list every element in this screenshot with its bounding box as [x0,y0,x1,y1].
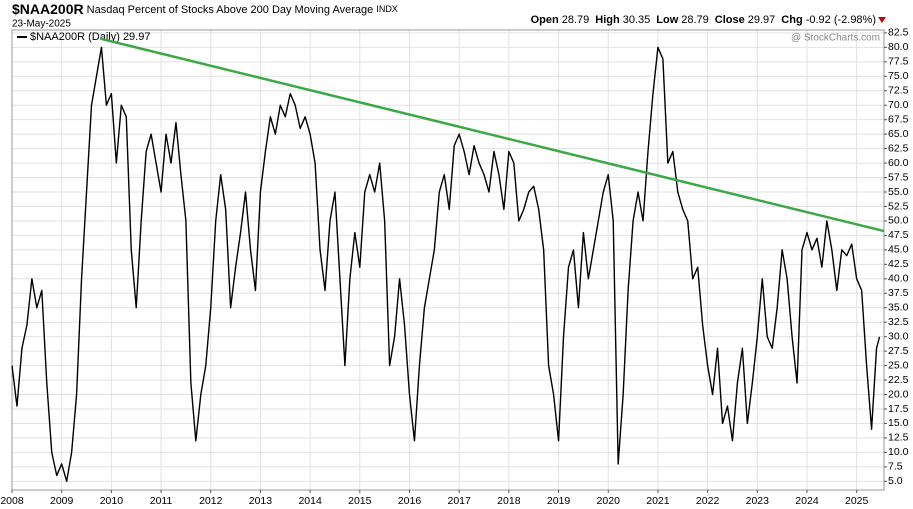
y-tick-label: 60.0 [888,157,909,169]
y-tick-label: 80.0 [888,41,909,53]
y-tick-label: 37.5 [888,287,909,299]
y-tick-label: 75.0 [888,70,909,82]
series-line [11,46,881,483]
x-tick-label: 2025 [845,495,869,507]
y-tick-label: 20.0 [888,388,909,400]
date: 23-May-2025 [12,19,71,30]
x-tick-label: 2024 [795,495,819,507]
x-tick-label: 2022 [696,495,720,507]
y-tick-label: 52.5 [888,200,909,212]
down-arrow [878,17,886,23]
plot-frame [11,29,885,491]
y-tick-label: 45.0 [888,244,909,256]
quote-value: -0.92 (-2.98%) [806,14,876,26]
x-tick-label: 2010 [100,495,124,507]
exchange: INDX [376,4,398,14]
y-tick-label: 67.5 [888,113,909,125]
quote-label: Chg [781,14,802,26]
x-tick-label: 2017 [447,495,471,507]
quote-label: High [595,14,620,26]
y-tick-label: 42.5 [888,258,909,270]
x-tick-label: 2012 [199,495,223,507]
legend: $NAA200R (Daily) 29.97 [30,31,150,43]
y-tick-label: 40.0 [888,273,909,285]
x-tick-label: 2023 [746,495,770,507]
x-tick-label: 2009 [50,495,74,507]
x-tick-label: 2021 [646,495,670,507]
y-tick-label: 32.5 [888,316,909,328]
quote-value: 29.97 [748,14,776,26]
y-tick-label: 12.5 [888,432,909,444]
description: Nasdaq Percent of Stocks Above 200 Day M… [87,4,374,16]
y-tick-label: 82.5 [888,27,909,39]
x-tick-label: 2014 [298,495,322,507]
symbol: $NAA200R [12,1,84,17]
y-tick-label: 30.0 [888,330,909,342]
watermark: @ StockCharts.com [791,33,880,44]
quote-value: 28.79 [562,14,590,26]
x-tick-label: 2013 [249,495,273,507]
x-tick-label: 2018 [497,495,521,507]
quote-value: 30.35 [623,14,651,26]
quote-value: 28.79 [681,14,709,26]
y-tick-label: 22.5 [888,374,909,386]
y-tick-label: 72.5 [888,85,909,97]
y-tick-label: 25.0 [888,359,909,371]
quote-label: Low [656,14,678,26]
y-tick-label: 35.0 [888,302,909,314]
quote: Open 28.79 High 30.35 Low 28.79 Close 29.97 Chg -… [531,14,876,26]
y-tick-label: 5.0 [888,475,903,487]
quote-label: Close [715,14,745,26]
y-tick-label: 47.5 [888,229,909,241]
y-tick-label: 7.5 [888,461,903,473]
x-tick-label: 2008 [0,495,24,507]
grid [11,30,884,490]
y-tick-label: 50.0 [888,215,909,227]
x-tick-label: 2015 [348,495,372,507]
y-tick-label: 77.5 [888,56,909,68]
x-tick-label: 2020 [597,495,621,507]
x-tick-label: 2016 [398,495,422,507]
y-tick-label: 65.0 [888,128,909,140]
y-tick-label: 10.0 [888,446,909,458]
y-tick-label: 55.0 [888,186,909,198]
x-tick-label: 2019 [547,495,571,507]
y-tick-label: 17.5 [888,403,909,415]
y-tick-label: 15.0 [888,417,909,429]
trendline [100,37,885,233]
y-tick-label: 70.0 [888,99,909,111]
header-title: $NAA200R Nasdaq Percent of Stocks Above … [12,1,398,17]
y-tick-label: 27.5 [888,345,909,357]
x-tick-label: 2011 [150,495,173,507]
legend-value: 29.97 [123,31,151,43]
y-tick-label: 57.5 [888,171,909,183]
quote-label: Open [531,14,559,26]
y-tick-label: 62.5 [888,142,909,154]
legend-name: $NAA200R (Daily) [30,31,120,43]
